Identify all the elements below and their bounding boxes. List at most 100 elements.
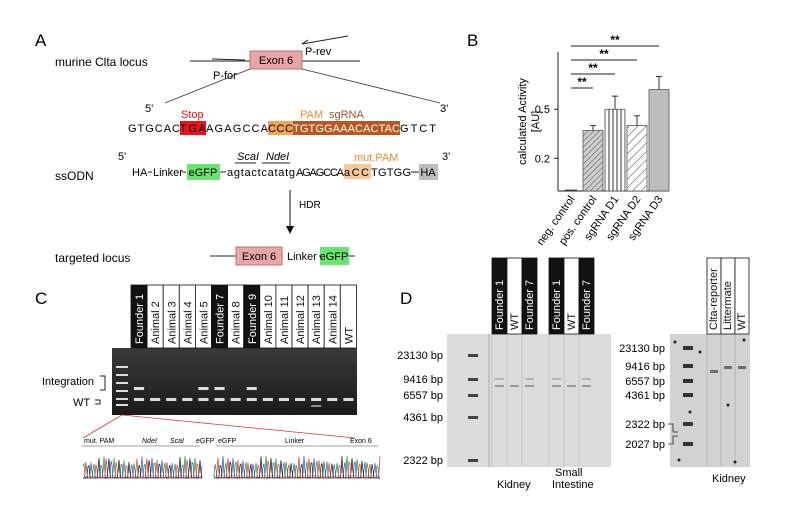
- bar: [604, 108, 626, 192]
- marker-band: [683, 364, 693, 368]
- blot-lane-label: Littermate: [722, 281, 734, 330]
- mut-pam-label: mut.PAM: [354, 152, 398, 164]
- bar: [648, 89, 670, 192]
- ladder-band: [116, 382, 128, 384]
- panel-d-letter: D: [400, 289, 412, 308]
- ndei-label: NdeI: [266, 151, 289, 163]
- marker-label-right: 2027 bp: [625, 439, 665, 451]
- chromatogram-label: Linker: [285, 438, 305, 445]
- marker-label-right: 23130 bp: [619, 343, 665, 355]
- marker-label-left: 2322 bp: [403, 455, 443, 467]
- significance-stars: **: [588, 61, 598, 75]
- pam-label: PAM: [300, 109, 323, 121]
- wt-band: [214, 398, 225, 401]
- marker-band: [683, 442, 693, 446]
- wt-band: [295, 398, 306, 401]
- lane-header: [339, 284, 357, 349]
- svg-text:5': 5': [118, 151, 126, 163]
- ssodn-sequence: agtactcatatgAGAGCCAaCC TGTGG: [227, 167, 411, 179]
- marker-label-left: 9416 bp: [403, 374, 443, 386]
- ha-right: HA: [420, 167, 436, 179]
- lane-label: Animal 4: [182, 301, 194, 344]
- wt-band: [311, 398, 322, 401]
- marker-label-left: 23130 bp: [397, 350, 443, 362]
- p-for-line: [211, 58, 246, 61]
- integration-band: [246, 387, 257, 390]
- stop-highlight: [180, 121, 206, 135]
- southern-blot-left-content: 23130 bp 9416 bp 6557 bp 4361 bp 2322 bp Foun…: [397, 257, 595, 467]
- blot-band: [738, 366, 746, 369]
- svg-text:Exon 6: Exon 6: [242, 251, 276, 263]
- blot-band: [552, 385, 561, 387]
- scai-label: ScaI: [237, 151, 259, 163]
- pcr-gel: [112, 348, 357, 415]
- panel-c: C Founder 1 Animal 2 Animal 3 Animal 4 Anima…: [35, 284, 381, 479]
- blot-lane-header: [734, 257, 750, 335]
- marker-label-left: 4361 bp: [403, 412, 443, 424]
- marker-label-right: 2322 bp: [625, 419, 665, 431]
- wt-band-label: WT: [73, 397, 90, 409]
- blot-lane-label: Founder 1: [551, 280, 563, 330]
- marker-band: [683, 346, 693, 350]
- chromatogram-label: mut. PAM: [84, 438, 114, 445]
- southern-blot-right-content: 23130 bp 9416 bp 6557 bp 4361 bp 2322 bp 2027…: [619, 257, 750, 467]
- lane-label: Founder 7: [215, 294, 227, 344]
- marker-band: [468, 459, 478, 462]
- y-tick-label: 0.5: [535, 104, 550, 116]
- lane-label: Animal 13: [311, 295, 323, 344]
- targeted-locus-label: targeted locus: [55, 251, 130, 265]
- marker-band: [683, 379, 693, 383]
- blot-band: [567, 385, 576, 387]
- marker-band: [468, 378, 478, 381]
- kidney-label-right: Kidney: [712, 473, 746, 485]
- p-rev-line: [301, 35, 349, 45]
- p-rev-label: P-rev: [305, 46, 332, 58]
- lane-label: Animal 10: [263, 295, 275, 344]
- egfp-label: eGFP: [189, 167, 218, 179]
- clta-sequence: GTGCACTGAAGAGCCACCCTGTGGAAACACTACGTCT: [128, 123, 436, 135]
- targeted-exon6-box: [235, 246, 283, 266]
- ha-right-box: [419, 164, 438, 180]
- wt-band: [198, 398, 209, 401]
- ha-left: HA: [132, 167, 148, 179]
- bar: [626, 125, 648, 192]
- pcr-gel-lanes: Founder 1 Animal 2 Animal 3 Animal 4 Animal …: [116, 284, 357, 407]
- ladder-band: [116, 398, 128, 400]
- linker-label: Linker: [153, 167, 183, 179]
- wt-band: [230, 398, 241, 401]
- blot-band: [724, 366, 732, 369]
- marker-label-left: 6557 bp: [403, 390, 443, 402]
- blot-lane-label: Founder 1: [494, 280, 506, 330]
- chromatogram-label: eGFP: [218, 438, 237, 445]
- lane-label: Animal 14: [327, 295, 339, 344]
- blot-lane-label: WT: [566, 313, 578, 330]
- lane-label: Animal 8: [231, 301, 243, 344]
- panel-c-letter: C: [35, 289, 47, 308]
- lane-label: Animal 12: [295, 295, 307, 344]
- wt-band: [343, 398, 354, 401]
- chromatogram-trace: [83, 456, 203, 479]
- integration-band: [198, 387, 209, 390]
- small-label: Small: [555, 467, 583, 479]
- wt-band: [327, 398, 338, 401]
- integration-band: [214, 387, 225, 390]
- marker-band: [683, 422, 693, 426]
- lane-label: Founder 9: [247, 294, 259, 344]
- chromatogram-trace: [214, 456, 381, 479]
- blot-lane-label: WT: [509, 313, 521, 330]
- lane-label: Animal 3: [166, 301, 178, 344]
- blot-band: [582, 385, 591, 387]
- ladder-band: [116, 404, 128, 406]
- blot-lane-label: WT: [736, 313, 748, 330]
- wt-band: [262, 398, 273, 401]
- significance-stars: **: [577, 75, 587, 89]
- chromatogram-label: Exon 6: [350, 438, 372, 445]
- mut-pam-highlight: [344, 164, 371, 179]
- chromatogram-label: ScaI: [170, 438, 184, 445]
- kidney-label-left: Kidney: [497, 479, 531, 491]
- svg-text:3': 3': [442, 151, 450, 163]
- blot-band: [710, 370, 718, 373]
- integration-band: [134, 387, 145, 390]
